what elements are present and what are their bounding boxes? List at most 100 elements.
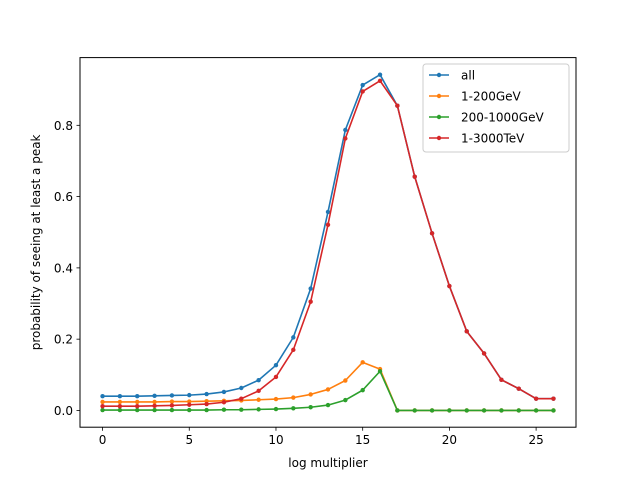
- data-point: [481, 408, 487, 413]
- x-tick-label: 15: [355, 433, 370, 447]
- data-point: [169, 403, 175, 408]
- data-point: [291, 335, 296, 340]
- data-point: [533, 396, 539, 401]
- data-point: [256, 377, 261, 383]
- x-axis-label: log multiplier: [288, 456, 367, 470]
- x-tick-label: 25: [528, 433, 543, 447]
- data-point: [221, 400, 227, 405]
- data-point: [429, 231, 435, 236]
- data-point: [117, 407, 123, 413]
- data-point: [152, 407, 157, 413]
- data-point: [187, 407, 192, 413]
- data-point: [204, 391, 209, 397]
- data-point: [412, 174, 417, 179]
- y-tick-label: 0.0: [54, 404, 73, 418]
- data-point: [273, 374, 279, 380]
- data-point: [100, 393, 105, 399]
- data-point: [239, 407, 244, 412]
- data-point: [187, 399, 192, 404]
- data-point: [308, 405, 313, 410]
- data-point: [533, 408, 539, 413]
- data-point: [169, 393, 175, 398]
- y-axis-label: probability of seeing at least a peak: [29, 134, 43, 350]
- data-point: [551, 396, 556, 401]
- data-point: [308, 392, 313, 397]
- data-point: [343, 136, 348, 141]
- legend-item: 1-200GeV: [429, 90, 522, 104]
- data-point: [395, 103, 400, 108]
- legend-item: 1-3000TeV: [429, 132, 525, 146]
- y-tick-label: 0.8: [54, 119, 73, 133]
- data-point: [360, 89, 365, 94]
- data-point: [204, 407, 209, 413]
- data-point: [516, 386, 521, 391]
- data-point: [360, 82, 365, 88]
- x-axis: 0 5 10 15 20 25: [99, 427, 544, 447]
- data-point: [325, 402, 331, 408]
- data-point: [291, 395, 296, 400]
- data-point: [187, 402, 192, 407]
- data-point: [343, 378, 348, 383]
- data-point: [499, 408, 504, 413]
- data-point: [169, 407, 175, 413]
- data-point: [551, 408, 556, 413]
- data-point: [117, 403, 123, 409]
- data-point: [117, 393, 123, 399]
- data-point: [256, 388, 261, 394]
- legend-swatch-marker: [436, 93, 442, 99]
- legend-swatch-marker: [436, 135, 442, 141]
- data-point: [291, 347, 296, 353]
- legend-swatch-marker: [436, 114, 442, 120]
- data-point: [447, 283, 452, 289]
- data-point: [187, 392, 192, 398]
- data-point: [204, 401, 209, 407]
- data-point: [291, 406, 296, 411]
- data-point: [221, 389, 227, 395]
- data-point: [516, 408, 521, 413]
- series-1-3000tev: [100, 78, 556, 409]
- data-point: [325, 209, 331, 215]
- data-point: [481, 351, 487, 356]
- series-layer: [100, 72, 556, 413]
- legend-label: 1-200GeV: [461, 90, 522, 104]
- legend-box: [422, 63, 570, 153]
- data-point: [377, 78, 383, 83]
- data-point: [325, 222, 331, 227]
- data-point: [256, 397, 261, 402]
- data-point: [447, 408, 452, 413]
- axes-frame: [79, 57, 577, 428]
- data-point: [117, 399, 123, 405]
- data-point: [239, 385, 244, 391]
- data-point: [395, 408, 400, 413]
- data-point: [100, 399, 105, 405]
- data-point: [135, 393, 140, 399]
- data-point: [360, 360, 365, 365]
- legend-swatch-marker: [436, 72, 442, 78]
- data-point: [325, 387, 331, 392]
- x-tick-label: 20: [442, 433, 457, 447]
- data-point: [464, 408, 469, 413]
- legend-label: all: [461, 69, 475, 83]
- data-point: [152, 399, 157, 405]
- legend-label: 200-1000GeV: [461, 111, 544, 125]
- data-point: [169, 399, 175, 404]
- x-tick-label: 5: [185, 433, 193, 447]
- data-point: [135, 403, 140, 409]
- data-point: [152, 393, 157, 399]
- legend-label: 1-3000TeV: [461, 132, 525, 146]
- series-200-1000gev: [100, 369, 556, 413]
- data-point: [221, 407, 227, 412]
- data-point: [273, 396, 279, 402]
- data-point: [308, 286, 313, 291]
- data-point: [273, 406, 279, 412]
- data-point: [429, 408, 435, 413]
- data-point: [377, 72, 383, 77]
- data-point: [377, 369, 383, 374]
- data-point: [360, 387, 365, 393]
- legend: all 1-200GeV 200-1000GeV 1-3000TeV: [422, 63, 570, 153]
- data-point: [308, 299, 313, 304]
- data-point: [152, 403, 157, 409]
- data-point: [343, 397, 348, 403]
- y-tick-label: 0.6: [54, 190, 73, 204]
